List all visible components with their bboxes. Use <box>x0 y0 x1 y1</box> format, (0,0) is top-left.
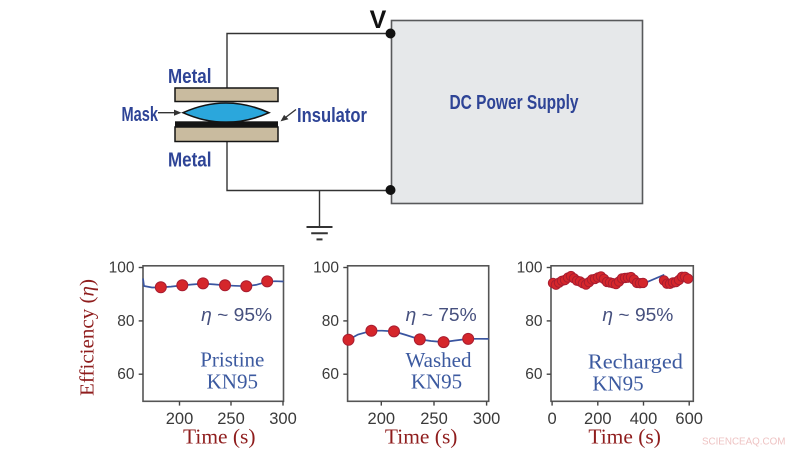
svg-text:80: 80 <box>117 313 135 330</box>
svg-text:80: 80 <box>322 313 340 330</box>
svg-text:200: 200 <box>368 410 396 428</box>
svg-text:Recharged: Recharged <box>588 350 684 374</box>
svg-text:300: 300 <box>269 410 297 428</box>
svg-text:KN95: KN95 <box>207 369 258 393</box>
svg-text:Time (s): Time (s) <box>588 425 661 449</box>
svg-text:KN95: KN95 <box>592 371 643 395</box>
svg-text:400: 400 <box>630 410 658 428</box>
svg-text:η ~ 75%: η ~ 75% <box>406 304 477 325</box>
svg-text:Time (s): Time (s) <box>183 425 256 449</box>
svg-text:250: 250 <box>420 410 448 428</box>
svg-text:η ~ 95%: η ~ 95% <box>201 304 272 325</box>
svg-text:60: 60 <box>117 366 135 383</box>
svg-text:Mask: Mask <box>122 104 159 126</box>
svg-text:200: 200 <box>584 410 612 428</box>
svg-text:DC Power Supply: DC Power Supply <box>450 91 579 114</box>
svg-text:Metal: Metal <box>168 66 212 88</box>
svg-text:SCIENCEAQ.COM: SCIENCEAQ.COM <box>702 435 786 447</box>
svg-text:60: 60 <box>322 366 340 383</box>
svg-text:100: 100 <box>517 260 543 277</box>
svg-text:Efficiency (η): Efficiency (η) <box>77 279 98 396</box>
svg-text:200: 200 <box>166 410 194 428</box>
svg-text:Washed: Washed <box>406 348 472 372</box>
svg-text:60: 60 <box>525 366 543 383</box>
svg-text:Pristine: Pristine <box>200 348 264 372</box>
svg-text:η ~ 95%: η ~ 95% <box>602 304 673 325</box>
svg-text:V: V <box>370 6 387 34</box>
svg-text:600: 600 <box>675 410 703 428</box>
svg-text:100: 100 <box>313 260 339 277</box>
svg-text:80: 80 <box>525 313 543 330</box>
svg-text:300: 300 <box>473 410 501 428</box>
svg-text:0: 0 <box>548 410 557 428</box>
svg-text:Insulator: Insulator <box>297 105 367 127</box>
svg-text:Metal: Metal <box>168 150 212 172</box>
svg-text:KN95: KN95 <box>411 370 462 394</box>
svg-text:250: 250 <box>217 410 245 428</box>
svg-text:100: 100 <box>109 260 135 277</box>
svg-text:Time (s): Time (s) <box>385 425 458 449</box>
